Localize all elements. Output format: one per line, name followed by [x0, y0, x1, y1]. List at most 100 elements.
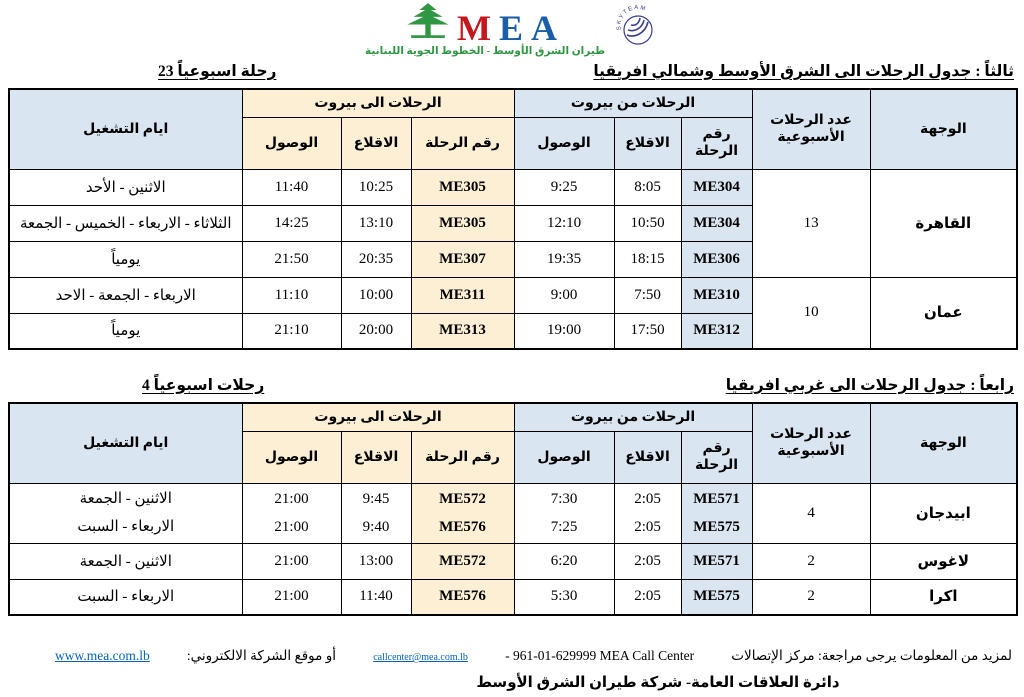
flight-no-header: رقم الرحلة	[410, 116, 515, 170]
flight-no-cell: ME311	[410, 276, 515, 314]
departure-cell: 9:45 9:40	[340, 482, 412, 544]
days-cell: الاثنين - الجمعة الاربعاء - السبت	[8, 482, 243, 544]
departure-cell: 10:00	[340, 276, 412, 314]
departure-cell: 18:15	[613, 240, 682, 278]
phone-text: - 961-01-629999 MEA Call Center	[505, 648, 695, 663]
contact-line: www.mea.com.lb أو موقع الشركة الالكتروني…	[0, 648, 1024, 664]
days-header: ايام التشغيل	[8, 402, 243, 484]
flight-no-cell: ME576	[410, 578, 515, 616]
table-row: الاثنين - الجمعة 21:00 13:00 ME572 6:20 …	[8, 542, 1018, 580]
departure-cell: 13:00	[340, 542, 412, 580]
arrival-cell: 9:25	[513, 168, 615, 206]
destination-header: الوجهة	[869, 402, 1018, 484]
flight-no-line: ME572	[439, 490, 486, 507]
section2-title: رابعاً : جدول الرحلات الى غربي افريقيا	[725, 376, 1014, 394]
departure-cell: 8:05	[613, 168, 682, 206]
departure-cell: 2:05	[613, 578, 682, 616]
arrival-cell: 12:10	[513, 204, 615, 242]
time-line: 7:30	[550, 490, 578, 507]
arrival-cell: 14:25	[241, 204, 342, 242]
departure-header: الاقلاع	[613, 116, 682, 170]
arrival-cell: 21:10	[241, 312, 342, 350]
flight-no-line: ME576	[439, 518, 486, 535]
arrival-header: الوصول	[513, 430, 615, 484]
website-label: أو موقع الشركة الالكتروني:	[186, 648, 337, 663]
schedule-table-middle-east: ايام التشغيل الرحلات الى بيروت الرحلات م…	[8, 88, 1019, 350]
to-beirut-group-header: الرحلات الى بيروت	[241, 402, 515, 432]
cedar-tree-icon	[407, 3, 449, 38]
section1-title: ثالثاً : جدول الرحلات الى الشرق الأوسط و…	[593, 62, 1014, 80]
from-beirut-group-header: الرحلات من بيروت	[513, 88, 753, 118]
days-cell: يومياً	[8, 240, 243, 278]
departure-cell: 20:00	[340, 312, 412, 350]
days-cell: الاربعاء - السبت	[8, 578, 243, 616]
from-beirut-group-header: الرحلات من بيروت	[513, 402, 753, 432]
departure-cell: 11:40	[340, 578, 412, 616]
arrival-cell: 11:10	[241, 276, 342, 314]
section2-heading: 4 رحلات اسبوعياً رابعاً : جدول الرحلات ا…	[0, 372, 1024, 398]
mea-tagline: طيران الشرق الأوسط - الخطوط الجوية اللبن…	[364, 46, 605, 57]
time-line: 21:00	[274, 518, 309, 535]
email-link[interactable]: callcenter@mea.com.lb	[373, 652, 468, 663]
header: MEA طيران الشرق الأوسط - الخطوط الجوية ا…	[0, 0, 1024, 57]
departure-cell: 10:25	[340, 168, 412, 206]
mea-logo: MEA طيران الشرق الأوسط - الخطوط الجوية ا…	[365, 2, 605, 57]
departure-cell: 20:35	[340, 240, 412, 278]
mea-wordmark: MEA	[456, 7, 565, 48]
department-line: دائرة العلاقات العامة- شركة طيران الشرق …	[476, 675, 840, 691]
departure-header: الاقلاع	[613, 430, 682, 484]
time-line: 21:00	[274, 490, 309, 507]
weekly-count-header: عدد الرحلات الأسبوعية	[751, 88, 871, 170]
destination-cell: عمان	[869, 276, 1018, 350]
flight-no-cell: ME572	[410, 542, 515, 580]
days-header: ايام التشغيل	[8, 88, 243, 170]
destination-cell: اكرا	[869, 578, 1018, 616]
to-beirut-group-header: الرحلات الى بيروت	[241, 88, 515, 118]
flight-no-cell: ME571 ME575	[680, 482, 753, 544]
flight-no-cell: ME306	[680, 240, 753, 278]
departure-cell: 7:50	[613, 276, 682, 314]
flight-no-cell: ME575	[680, 578, 753, 616]
schedule-table-west-africa: ايام التشغيل الرحلات الى بيروت الرحلات م…	[8, 402, 1019, 616]
arrival-header: الوصول	[241, 430, 342, 484]
arrival-cell: 6:20	[513, 542, 615, 580]
departure-cell: 17:50	[613, 312, 682, 350]
time-line: 9:45	[362, 490, 390, 507]
info-text: لمزيد من المعلومات يرجى مراجعة: مركز الإ…	[731, 648, 1012, 663]
table-row: الاثنين - الجمعة الاربعاء - السبت 21:00 2…	[8, 482, 1018, 544]
website-link[interactable]: www.mea.com.lb	[55, 648, 150, 663]
weekly-count-header: عدد الرحلات الأسبوعية	[751, 402, 871, 484]
flight-no-line: ME571	[693, 490, 740, 507]
days-cell: الثلاثاء - الاربعاء - الخميس - الجمعة	[8, 204, 243, 242]
flight-no-cell: ME571	[680, 542, 753, 580]
days-line: الاثنين - الجمعة	[79, 490, 172, 507]
departure-cell: 2:05 2:05	[613, 482, 682, 544]
arrival-cell: 21:50	[241, 240, 342, 278]
days-cell: الاثنين - الجمعة	[8, 542, 243, 580]
arrival-header: الوصول	[513, 116, 615, 170]
time-line: 2:05	[634, 518, 661, 535]
days-cell: الاربعاء - الجمعة - الاحد	[8, 276, 243, 314]
flight-no-cell: ME304	[680, 204, 753, 242]
arrival-cell: 7:30 7:25	[513, 482, 615, 544]
weekly-count-cell: 4	[751, 482, 871, 544]
destination-header: الوجهة	[869, 88, 1018, 170]
arrival-cell: 19:00	[513, 312, 615, 350]
destination-cell: لاغوس	[869, 542, 1018, 580]
flight-no-line: ME575	[693, 518, 740, 535]
arrival-cell: 21:00	[241, 542, 342, 580]
flight-no-cell: ME304	[680, 168, 753, 206]
arrival-cell: 19:35	[513, 240, 615, 278]
arrival-cell: 5:30	[513, 578, 615, 616]
weekly-count-cell: 10	[751, 276, 871, 350]
section1-heading: 23 رحلة اسبوعياً ثالثاً : جدول الرحلات ا…	[0, 58, 1024, 84]
arrival-header: الوصول	[241, 116, 342, 170]
time-line: 7:25	[550, 518, 578, 535]
departure-header: الاقلاع	[340, 116, 412, 170]
section1-weekly-note: 23 رحلة اسبوعياً	[158, 62, 277, 80]
table-row: الثلاثاء - الاربعاء - الخميس - الجمعة 14…	[8, 204, 1017, 242]
table-row: الاثنين - الأحد 11:40 10:25 ME305 9:25 8…	[8, 168, 1018, 278]
weekly-count-cell: 2	[751, 578, 871, 616]
flight-no-header: رقم الرحلة	[680, 430, 753, 484]
